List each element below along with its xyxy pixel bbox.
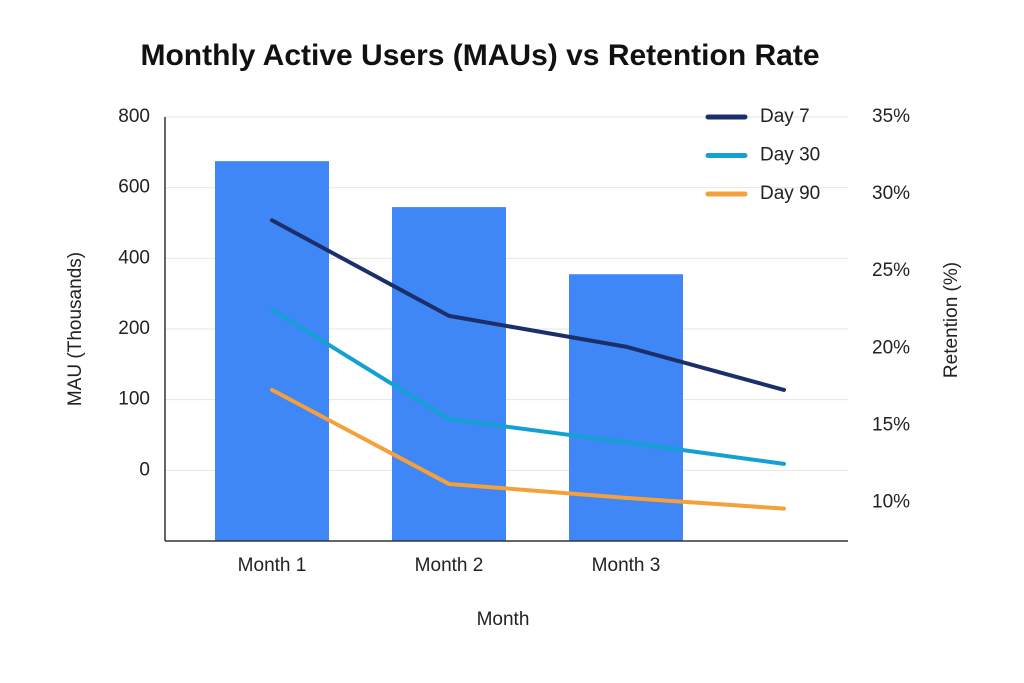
- chart-title: Monthly Active Users (MAUs) vs Retention…: [140, 39, 819, 72]
- y2-tick-label: 35%: [872, 106, 910, 127]
- legend-label: Day 90: [760, 183, 820, 204]
- y2-tick-label: 10%: [872, 491, 910, 512]
- bar: [392, 207, 506, 541]
- y-axis-label: MAU (Thousands): [65, 252, 86, 406]
- y-tick-label: 200: [118, 318, 150, 339]
- y-tick-label: 0: [139, 459, 150, 480]
- line: [270, 218, 786, 392]
- x-tick-label: Month 2: [415, 555, 484, 576]
- y-tick-label: 800: [118, 106, 150, 127]
- x-tick-label: Month 1: [238, 555, 307, 576]
- y-tick-label: 400: [118, 247, 150, 268]
- y2-tick-label: 25%: [872, 260, 910, 281]
- x-tick-label: Month 3: [592, 555, 661, 576]
- bar: [215, 161, 329, 541]
- line: [270, 307, 786, 466]
- line: [270, 387, 786, 511]
- y2-axis-label: Retention (%): [941, 262, 962, 378]
- x-axis-label: Month: [477, 609, 530, 630]
- y2-tick-label: 15%: [872, 414, 910, 435]
- legend-label: Day 7: [760, 106, 810, 127]
- y-tick-label: 100: [118, 389, 150, 410]
- y2-tick-label: 20%: [872, 337, 910, 358]
- y-tick-label: 600: [118, 177, 150, 198]
- y2-tick-label: 30%: [872, 183, 910, 204]
- legend-label: Day 30: [760, 145, 820, 166]
